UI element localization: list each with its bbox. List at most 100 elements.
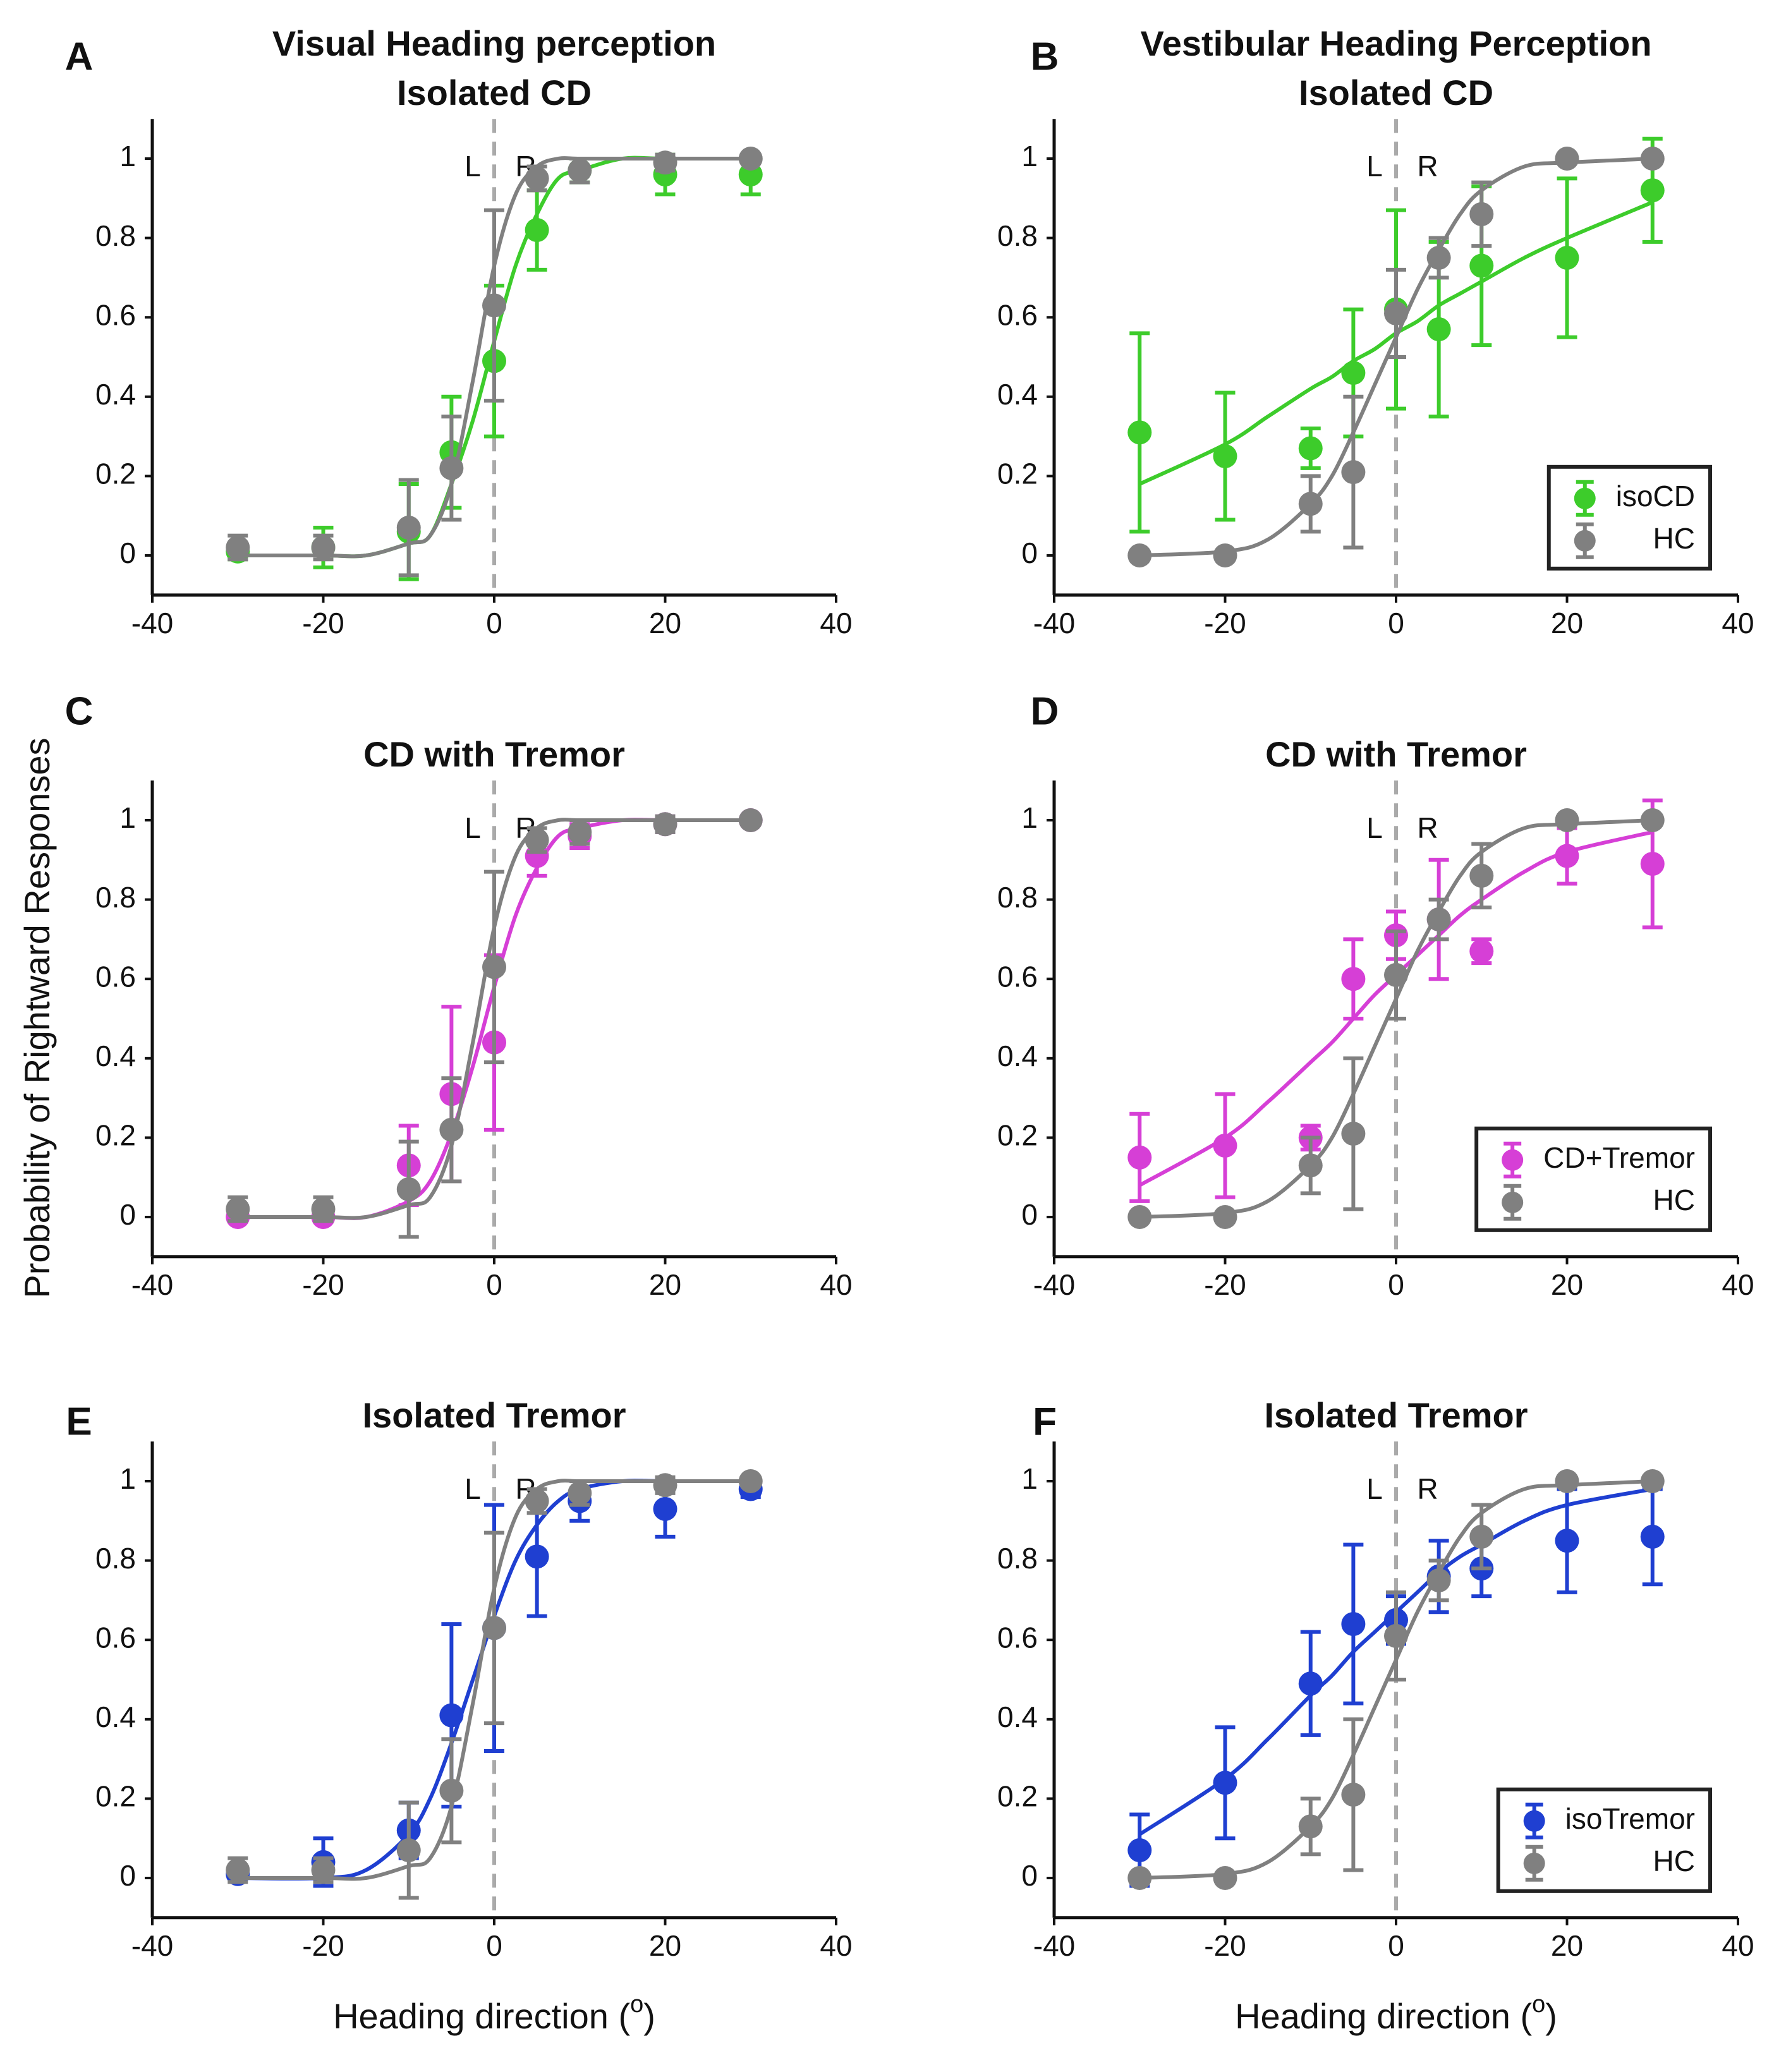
y-tick-label: 1: [1021, 140, 1038, 173]
x-tick-label: 20: [649, 607, 681, 639]
data-point: [568, 158, 592, 183]
panel: C CD with Tremor 0 0.2 0.4 0.6 0.8 1 -40 -20 0 20 40…: [65, 689, 853, 1301]
data-point: [525, 218, 549, 243]
data-point: [1555, 808, 1579, 832]
data-point: [653, 1496, 677, 1521]
data-point: [1298, 1671, 1323, 1696]
x-tick-label: -20: [302, 1929, 344, 1962]
legend-label: HC: [1653, 1184, 1695, 1216]
data-point: [1127, 1145, 1152, 1170]
chart-title: Isolated CD: [1299, 73, 1493, 112]
y-tick-label: 0.2: [95, 457, 136, 490]
annotation: L: [465, 1472, 481, 1505]
y-tick-label: 0.4: [95, 1039, 136, 1072]
y-tick-label: 0.4: [997, 378, 1038, 411]
data-point: [1469, 253, 1494, 278]
legend-marker: [1523, 1845, 1545, 1882]
data-point: [1341, 361, 1366, 385]
data-point: [482, 955, 506, 979]
x-tick-label: 40: [820, 1268, 852, 1301]
chart-title: Isolated CD: [397, 73, 592, 112]
y-tick-label: 0.6: [997, 1621, 1038, 1654]
x-tick-label: -40: [131, 1929, 173, 1962]
legend-marker: [1574, 480, 1596, 517]
legend-box: [1546, 464, 1712, 571]
y-tick-label: 0.4: [997, 1700, 1038, 1733]
annotation: R: [1417, 811, 1438, 844]
data-point: [226, 1858, 250, 1882]
panel: B Vestibular Heading Perception Isolated C…: [997, 23, 1754, 639]
y-tick-label: 0: [119, 1859, 136, 1892]
legend-dot: [1574, 530, 1596, 552]
data-point: [396, 1177, 421, 1202]
legend-label: HC: [1653, 1845, 1695, 1877]
data-point: [1426, 1568, 1451, 1592]
panel: E Isolated Tremor 0 0.2 0.4 0.6 0.8 1 -40 -20 0 20 4…: [66, 1395, 852, 2036]
data-point: [568, 1481, 592, 1505]
y-tick-label: 0.6: [95, 960, 136, 993]
data-point: [1341, 1122, 1366, 1146]
y-tick-label: 0: [119, 1198, 136, 1231]
legend-dot: [1502, 1191, 1524, 1213]
legend-box: [1474, 1126, 1712, 1232]
y-tick-label: 0: [119, 536, 136, 569]
x-tick-label: -20: [1204, 1929, 1246, 1962]
x-tick-label: 20: [649, 1268, 681, 1301]
legend-dot: [1502, 1149, 1524, 1171]
y-tick-label: 0.6: [95, 1621, 136, 1654]
x-tick-label: -40: [1033, 1268, 1075, 1301]
panel-label: E: [66, 1400, 92, 1443]
x-tick-label: 0: [1388, 1929, 1404, 1962]
y-tick-label: 0.4: [997, 1039, 1038, 1072]
legend-dot: [1523, 1852, 1545, 1874]
y-tick-label: 1: [119, 1462, 136, 1495]
data-point: [1426, 907, 1451, 931]
panel-label: F: [1033, 1400, 1057, 1443]
data-point: [1213, 1133, 1237, 1158]
data-point: [1127, 1866, 1152, 1890]
data-point: [439, 1703, 464, 1728]
data-point: [311, 1197, 336, 1221]
x-tick-label: -40: [131, 607, 173, 639]
chart-title: Isolated Tremor: [1264, 1395, 1528, 1435]
y-tick-label: 0.2: [95, 1119, 136, 1152]
y-tick-label: 0.6: [997, 960, 1038, 993]
data-point: [396, 516, 421, 540]
data-point: [226, 535, 250, 560]
y-tick-label: 0: [1021, 1198, 1038, 1231]
x-tick-label: 40: [820, 607, 852, 639]
x-axis-label: Heading direction (o): [333, 1991, 655, 2036]
panel-label: B: [1031, 35, 1059, 78]
legend-label: isoCD: [1616, 480, 1695, 512]
data-point: [1555, 844, 1579, 868]
data-point: [1640, 852, 1665, 876]
data-point: [1469, 939, 1494, 964]
data-point: [1640, 1524, 1665, 1549]
data-point: [1213, 1771, 1237, 1795]
x-tick-label: 40: [820, 1929, 852, 1962]
x-tick-label: 40: [1722, 607, 1754, 639]
y-tick-label: 0.4: [95, 1700, 136, 1733]
y-tick-label: 1: [119, 140, 136, 173]
annotation: L: [465, 811, 481, 844]
legend-marker: [1523, 1802, 1545, 1839]
legend-dot: [1574, 487, 1596, 509]
x-tick-label: 0: [486, 607, 502, 639]
x-tick-label: -40: [131, 1268, 173, 1301]
y-tick-label: 0.2: [997, 1119, 1038, 1152]
x-tick-label: 40: [1722, 1268, 1754, 1301]
data-point: [1640, 147, 1665, 171]
legend-marker: [1574, 522, 1596, 559]
annotation: L: [465, 150, 481, 183]
annotation: L: [1366, 811, 1383, 844]
data-point: [525, 1544, 549, 1569]
x-axis-label-part: Heading direction (: [333, 1996, 630, 2036]
y-tick-label: 0.6: [95, 298, 136, 331]
data-point: [1384, 1623, 1408, 1648]
legend-label: isoTremor: [1565, 1802, 1695, 1835]
data-point: [738, 808, 763, 832]
y-tick-label: 0.8: [95, 1542, 136, 1575]
y-tick-label: 1: [119, 801, 136, 834]
data-point: [311, 1858, 336, 1882]
annotation: R: [1417, 1472, 1438, 1505]
